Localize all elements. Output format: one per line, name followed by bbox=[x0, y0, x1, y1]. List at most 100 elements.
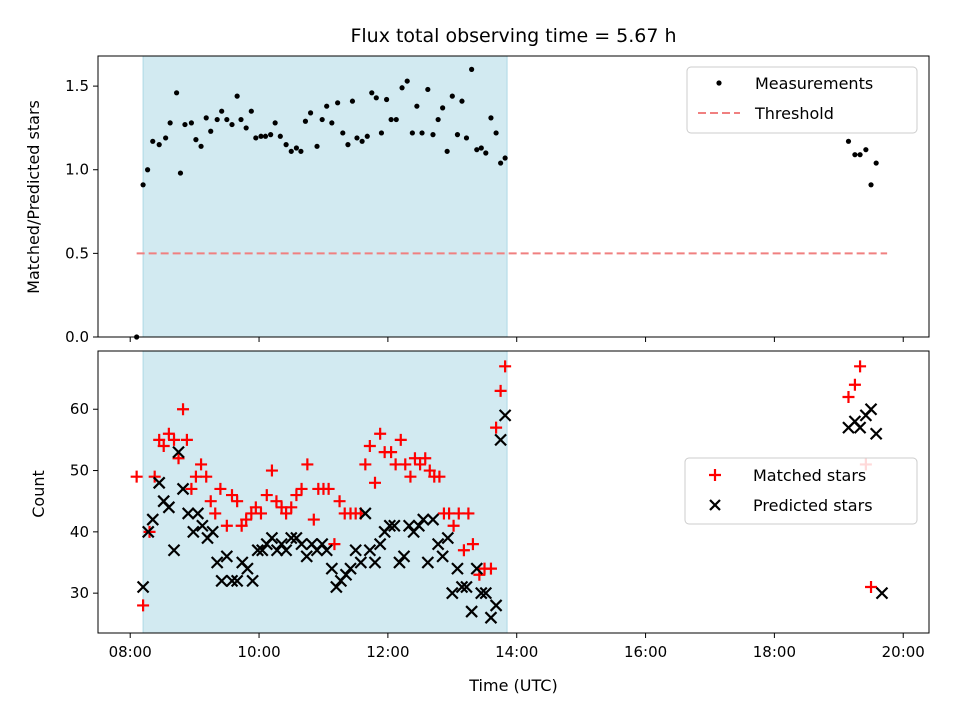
predicted-star-marker bbox=[853, 421, 867, 434]
matched-star-marker bbox=[290, 489, 303, 502]
measurement-point bbox=[419, 130, 425, 136]
predicted-star-marker bbox=[393, 556, 406, 569]
predicted-star-marker bbox=[412, 519, 426, 532]
predicted-star-marker bbox=[279, 543, 293, 557]
matched-star-marker bbox=[214, 482, 227, 495]
x-tick-label: 16:00 bbox=[624, 643, 667, 661]
measurement-point bbox=[163, 135, 169, 141]
measurement-point bbox=[857, 152, 863, 158]
matched-star-marker bbox=[374, 427, 387, 440]
matched-star-marker bbox=[307, 513, 320, 526]
predicted-star-marker bbox=[421, 556, 435, 569]
predicted-star-marker bbox=[373, 537, 387, 551]
predicted-star-marker bbox=[446, 586, 459, 600]
measurement-point bbox=[868, 182, 874, 188]
measurement-point bbox=[863, 147, 869, 153]
legend-measurements-marker bbox=[716, 80, 722, 86]
predicted-star-marker bbox=[172, 445, 185, 459]
predicted-star-marker bbox=[136, 580, 150, 594]
predicted-star-marker bbox=[315, 537, 329, 551]
matched-star-marker bbox=[404, 470, 417, 483]
predicted-star-marker bbox=[489, 599, 503, 612]
x-tick-label: 14:00 bbox=[495, 643, 538, 661]
measurement-point bbox=[224, 116, 230, 123]
predicted-star-marker bbox=[354, 556, 368, 569]
matched-star-marker bbox=[490, 421, 503, 434]
predicted-star-marker bbox=[465, 605, 478, 618]
matched-star-marker bbox=[333, 495, 346, 508]
predicted-star-marker bbox=[191, 507, 205, 520]
measurement-point bbox=[404, 78, 410, 84]
matched-star-marker bbox=[130, 470, 143, 483]
bottom-legend: Matched stars Predicted stars bbox=[684, 457, 918, 525]
legend-predicted-marker bbox=[709, 499, 721, 511]
measurement-point bbox=[388, 116, 394, 123]
measurement-point bbox=[288, 148, 294, 154]
measurement-point bbox=[483, 150, 489, 156]
measurement-point bbox=[425, 86, 431, 93]
matched-star-marker bbox=[204, 495, 217, 508]
measurement-point bbox=[364, 133, 370, 139]
predicted-star-marker bbox=[451, 562, 464, 575]
predicted-star-marker bbox=[470, 562, 484, 575]
matched-star-marker bbox=[842, 390, 855, 403]
predicted-star-marker bbox=[383, 519, 397, 532]
matched-star-marker bbox=[499, 360, 512, 373]
predicted-star-marker bbox=[397, 550, 411, 563]
matched-star-marker bbox=[180, 433, 193, 446]
matched-star-marker bbox=[408, 452, 421, 465]
matched-star-marker bbox=[235, 519, 248, 532]
matched-star-marker bbox=[220, 519, 233, 532]
matched-star-marker bbox=[172, 452, 185, 465]
predicted-star-marker bbox=[349, 543, 362, 557]
top-y-tick-label: 1.5 bbox=[65, 77, 89, 95]
x-axis-label: Time (UTC) bbox=[468, 676, 557, 695]
matched-star-marker bbox=[209, 507, 222, 520]
measurement-point bbox=[852, 152, 858, 158]
predicted-star-marker bbox=[359, 507, 372, 520]
predicted-star-marker bbox=[431, 537, 445, 551]
measurement-point bbox=[198, 143, 204, 149]
predicted-star-marker bbox=[255, 543, 269, 557]
measurement-point bbox=[345, 142, 351, 148]
matched-star-marker bbox=[189, 470, 202, 483]
measurement-point bbox=[234, 93, 240, 99]
matched-star-marker bbox=[240, 513, 253, 526]
predicted-star-marker bbox=[875, 586, 889, 600]
measurement-point bbox=[498, 160, 504, 166]
matched-star-marker bbox=[848, 378, 861, 391]
matched-star-marker bbox=[419, 452, 432, 465]
top-y-tick-label: 1.0 bbox=[65, 161, 89, 179]
matched-star-marker bbox=[185, 482, 198, 495]
top-axes-frame bbox=[97, 55, 930, 338]
legend-measurements-label: Measurements bbox=[755, 74, 873, 93]
bottom-axes-frame bbox=[97, 350, 930, 634]
matched-star-marker bbox=[385, 446, 398, 459]
matched-star-marker bbox=[369, 476, 381, 489]
measurement-point bbox=[469, 66, 475, 72]
predicted-star-marker bbox=[426, 513, 440, 526]
matched-star-marker bbox=[414, 458, 427, 471]
measurement-point bbox=[359, 138, 365, 144]
predicted-star-marker bbox=[176, 482, 190, 496]
measurement-point bbox=[383, 96, 390, 103]
measurement-point bbox=[145, 167, 151, 173]
matched-star-marker bbox=[280, 507, 293, 520]
predicted-star-marker bbox=[417, 513, 430, 526]
matched-star-marker bbox=[399, 458, 412, 471]
predicted-star-marker bbox=[141, 525, 155, 539]
measurement-point bbox=[219, 108, 225, 114]
measurement-point bbox=[488, 115, 494, 121]
predicted-star-marker bbox=[864, 402, 878, 416]
matched-star-marker bbox=[865, 581, 878, 594]
predicted-star-marker bbox=[196, 519, 209, 532]
chart-title: Flux total observing time = 5.67 h bbox=[350, 25, 676, 47]
x-tick-label: 18:00 bbox=[753, 643, 796, 661]
measurement-point bbox=[314, 143, 320, 149]
measurement-point bbox=[268, 132, 274, 138]
measurement-point bbox=[430, 132, 436, 138]
matched-star-marker bbox=[457, 544, 470, 557]
predicted-star-marker bbox=[251, 543, 265, 557]
measurement-point bbox=[335, 100, 341, 106]
matched-star-marker bbox=[157, 440, 170, 453]
